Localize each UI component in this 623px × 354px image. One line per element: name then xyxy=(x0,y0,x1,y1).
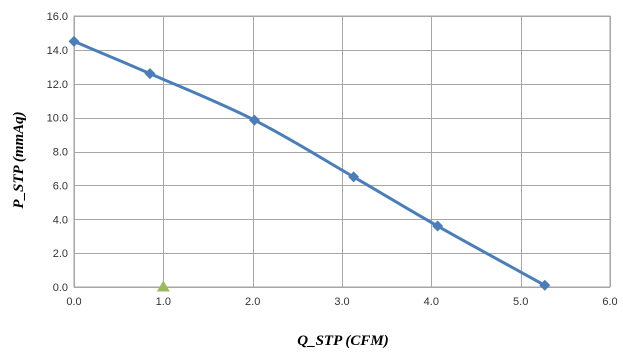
x-tick-label: 6.0 xyxy=(602,296,617,308)
grid xyxy=(73,15,611,288)
series-line xyxy=(73,40,546,287)
y-tick-label: 14.0 xyxy=(47,45,68,57)
diamond-marker xyxy=(144,68,156,80)
y-tick-label: 0.0 xyxy=(53,282,68,294)
x-tick-label: 2.0 xyxy=(245,296,260,308)
diamond-marker xyxy=(539,279,551,291)
y-tick-label: 6.0 xyxy=(53,180,68,192)
x-tick-label: 4.0 xyxy=(424,296,439,308)
diamond-marker xyxy=(348,171,360,183)
x-tick-label: 1.0 xyxy=(156,296,171,308)
x-tick-label: 5.0 xyxy=(513,296,528,308)
y-tick-label: 12.0 xyxy=(47,79,68,91)
triangle-marker xyxy=(156,280,170,292)
series-layer xyxy=(68,35,551,292)
y-tick-label: 10.0 xyxy=(47,113,68,125)
x-tick-label: 3.0 xyxy=(334,296,349,308)
x-tick-labels: 0.0 1.0 2.0 3.0 4.0 5.0 6.0 xyxy=(66,296,617,308)
y-tick-label: 4.0 xyxy=(53,214,68,226)
y-tick-labels: 0.0 2.0 4.0 6.0 8.0 10.0 12.0 14.0 16.0 xyxy=(47,11,68,294)
y-axis-label: P_STP (mmAq) xyxy=(11,111,27,208)
x-axis-label: Q_STP (CFM) xyxy=(297,333,389,349)
diamond-marker xyxy=(432,220,444,232)
diamond-marker xyxy=(68,35,80,47)
diamond-marker xyxy=(248,114,260,126)
y-tick-label: 16.0 xyxy=(47,11,68,23)
y-tick-label: 2.0 xyxy=(53,248,68,260)
x-tick-label: 0.0 xyxy=(66,296,81,308)
y-tick-label: 8.0 xyxy=(53,147,68,159)
